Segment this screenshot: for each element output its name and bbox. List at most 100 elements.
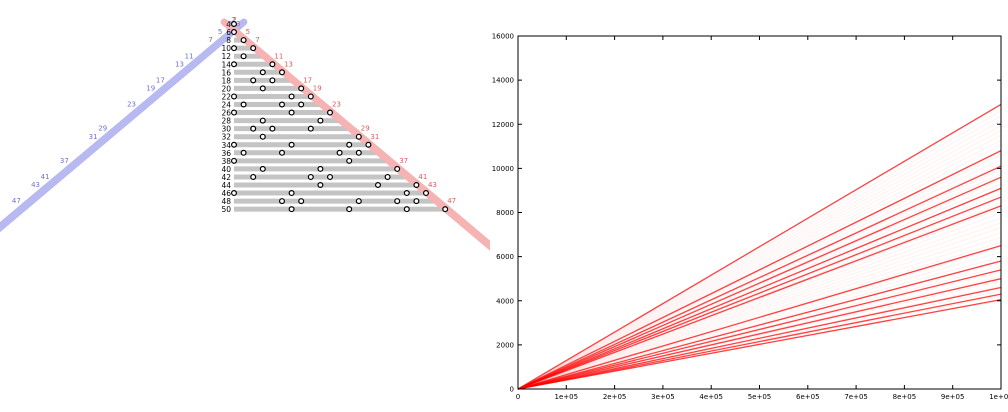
partition-point xyxy=(298,85,305,92)
even-number-label: 24 xyxy=(221,101,231,110)
series-line xyxy=(517,244,1002,390)
prime-label-left: 2 xyxy=(232,16,236,24)
prime-label-right: 23 xyxy=(332,101,341,109)
even-number-label: 14 xyxy=(221,60,231,69)
cloud-line xyxy=(517,159,1002,390)
partition-point xyxy=(288,206,295,213)
even-number-label: 40 xyxy=(221,165,231,174)
partition-point xyxy=(240,37,247,44)
partition-point xyxy=(288,141,295,148)
cloud-line xyxy=(517,134,1002,390)
y-tick-label: 10000 xyxy=(492,165,514,173)
partition-point xyxy=(240,149,247,156)
prime-label-left: 29 xyxy=(98,125,107,133)
even-number-label: 46 xyxy=(221,189,231,198)
partition-point xyxy=(317,182,324,189)
prime-label-left: 37 xyxy=(60,157,69,165)
partition-point xyxy=(279,101,286,108)
prime-label-right: 37 xyxy=(399,157,408,165)
even-number-label: 6 xyxy=(226,28,231,37)
prime-label-right: 47 xyxy=(447,197,456,205)
series-line xyxy=(517,187,1002,390)
partition-point xyxy=(355,133,362,140)
bars-layer xyxy=(224,21,446,212)
prime-label-right: 11 xyxy=(274,52,283,60)
y-tick-label: 2000 xyxy=(496,341,514,349)
prime-label-left: 43 xyxy=(31,181,40,189)
partition-point xyxy=(269,125,276,132)
line-cloud xyxy=(517,110,1002,390)
partition-point xyxy=(375,182,382,189)
partition-point xyxy=(403,206,410,213)
even-number-label: 28 xyxy=(221,117,231,126)
partition-point xyxy=(317,117,324,124)
series-line xyxy=(517,103,1002,390)
series-line xyxy=(517,286,1002,390)
x-tick-label: 3e+05 xyxy=(651,393,675,401)
y-tick-label: 8000 xyxy=(496,209,514,217)
prime-lane-left xyxy=(0,30,233,232)
prime-label-right: 19 xyxy=(313,84,322,92)
cloud-line xyxy=(517,144,1002,390)
x-tick-label: 9e+05 xyxy=(941,393,965,401)
prime-lane-left xyxy=(0,175,61,232)
partition-point xyxy=(231,157,238,164)
partition-point xyxy=(231,29,238,36)
prime-label-left: 19 xyxy=(146,84,155,92)
prime-label-left: 13 xyxy=(175,60,184,68)
partition-point xyxy=(423,190,430,197)
cloud-line xyxy=(517,120,1002,390)
series-line xyxy=(517,176,1002,390)
series-line xyxy=(517,196,1002,390)
cloud-line xyxy=(517,256,1002,390)
x-tick-label: 0 xyxy=(516,393,520,401)
partition-point xyxy=(307,93,314,100)
cloud-line xyxy=(517,237,1002,390)
prime-lane-right xyxy=(292,78,691,412)
partition-point xyxy=(307,125,314,132)
y-tick-label: 14000 xyxy=(492,77,514,85)
x-tick-label: 8e+05 xyxy=(893,393,917,401)
prime-lane-left xyxy=(0,18,248,232)
prime-lane-left xyxy=(0,62,195,232)
even-number-label: 16 xyxy=(221,68,231,77)
partition-point xyxy=(355,149,362,156)
partition-point xyxy=(269,61,276,68)
cloud-line xyxy=(517,227,1002,390)
goldbach-diagram-canvas: 4681012141618202224262830323436384042444… xyxy=(0,16,691,412)
x-tick-label: 6e+05 xyxy=(796,393,820,401)
y-tick-label: 4000 xyxy=(496,297,514,305)
x-tick-label: 5e+05 xyxy=(748,393,772,401)
prime-lane-right xyxy=(273,62,691,412)
prime-label-right: 3 xyxy=(236,20,240,28)
prime-label-left: 47 xyxy=(12,197,21,205)
partition-point xyxy=(298,101,305,108)
series-line xyxy=(517,269,1002,390)
prime-lane-left xyxy=(0,103,147,232)
partition-point xyxy=(240,101,247,108)
partition-point xyxy=(403,190,410,197)
partition-point xyxy=(365,141,372,148)
goldbach-comet-diagram: 4 6 8 10 12 14 16 18 20 22 24 26 28 30 32 34 36 38 40 42 44 4… xyxy=(0,0,691,412)
prime-lane-left xyxy=(0,199,32,232)
prime-lane-left xyxy=(0,38,224,232)
partition-point xyxy=(346,157,353,164)
cloud-line xyxy=(517,183,1002,390)
even-number-label: 38 xyxy=(221,157,231,166)
even-number-label: 18 xyxy=(221,76,231,85)
prime-lane-left xyxy=(0,86,166,232)
partition-point xyxy=(327,109,334,116)
partition-point xyxy=(394,198,401,205)
even-number-label: 30 xyxy=(221,125,231,134)
prime-lane-right xyxy=(436,199,691,412)
even-number-label: 12 xyxy=(221,52,231,61)
prime-label-left: 23 xyxy=(127,101,136,109)
x-tick-label: 1e+05 xyxy=(555,393,579,401)
partition-point xyxy=(231,45,238,52)
prime-label-right: 31 xyxy=(370,133,379,141)
partition-point xyxy=(279,149,286,156)
partition-point xyxy=(288,190,295,197)
partition-point xyxy=(413,198,420,205)
y-tick-label: 0 xyxy=(510,386,514,394)
even-number-label: 42 xyxy=(221,173,231,182)
